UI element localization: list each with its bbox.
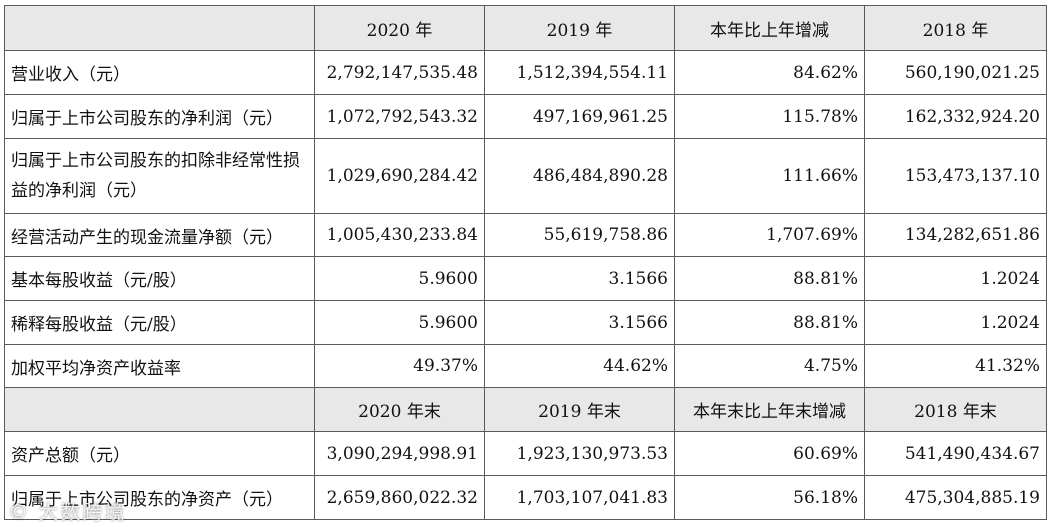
value-2020: 5.9600 — [314, 256, 485, 301]
header-2018-end: 2018 年末 — [864, 387, 1047, 432]
header-2020-end: 2020 年末 — [314, 387, 485, 432]
value-2018: 162,332,924.20 — [864, 94, 1047, 139]
table-header-row: 2020 年 2019 年 本年比上年增减 2018 年 — [4, 5, 1047, 51]
value-2020: 1,072,792,543.32 — [314, 94, 485, 139]
value-2020: 1,005,430,233.84 — [314, 213, 485, 257]
value-2018: 41.32% — [864, 344, 1047, 388]
value-2019: 55,619,758.86 — [484, 213, 675, 257]
table-row: 基本每股收益（元/股） 5.9600 3.1566 88.81% 1.2024 — [4, 256, 1047, 301]
row-label: 归属于上市公司股东的净资产（元） — [4, 475, 315, 520]
table-row: 归属于上市公司股东的净利润（元） 1,072,792,543.32 497,16… — [4, 94, 1047, 139]
table-row: 经营活动产生的现金流量净额（元） 1,005,430,233.84 55,619… — [4, 213, 1047, 257]
value-change: 84.62% — [674, 50, 865, 95]
table-row: 营业收入（元） 2,792,147,535.48 1,512,394,554.1… — [4, 50, 1047, 95]
table-row: 加权平均净资产收益率 49.37% 44.62% 4.75% 41.32% — [4, 344, 1047, 388]
value-2018: 475,304,885.19 — [864, 475, 1047, 520]
table-row: 资产总额（元） 3,090,294,998.91 1,923,130,973.5… — [4, 431, 1047, 476]
table-subheader-row: 2020 年末 2019 年末 本年末比上年末增减 2018 年末 — [4, 387, 1047, 432]
row-label: 基本每股收益（元/股） — [4, 256, 315, 301]
row-label: 资产总额（元） — [4, 431, 315, 476]
value-change: 88.81% — [674, 256, 865, 301]
row-label: 加权平均净资产收益率 — [4, 344, 315, 388]
header-2018: 2018 年 — [864, 5, 1047, 51]
header-corner-cell — [4, 5, 315, 51]
header-2019-end: 2019 年末 — [484, 387, 675, 432]
value-2019: 3.1566 — [484, 256, 675, 301]
value-change: 111.66% — [674, 138, 865, 214]
value-2020: 49.37% — [314, 344, 485, 388]
value-change: 1,707.69% — [674, 213, 865, 257]
value-2019: 486,484,890.28 — [484, 138, 675, 214]
value-2019: 44.62% — [484, 344, 675, 388]
value-2019: 1,703,107,041.83 — [484, 475, 675, 520]
value-2018: 1.2024 — [864, 256, 1047, 301]
value-2019: 1,923,130,973.53 — [484, 431, 675, 476]
value-2020: 1,029,690,284.42 — [314, 138, 485, 214]
header-change: 本年比上年增减 — [674, 5, 865, 51]
value-2018: 1.2024 — [864, 300, 1047, 345]
header-change-end: 本年末比上年末增减 — [674, 387, 865, 432]
subheader-corner-cell — [4, 387, 315, 432]
value-change: 60.69% — [674, 431, 865, 476]
value-change: 56.18% — [674, 475, 865, 520]
row-label: 归属于上市公司股东的扣除非经常性损益的净利润（元） — [4, 138, 315, 214]
value-2018: 134,282,651.86 — [864, 213, 1047, 257]
value-2018: 541,490,434.67 — [864, 431, 1047, 476]
row-label: 稀释每股收益（元/股） — [4, 300, 315, 345]
value-2019: 497,169,961.25 — [484, 94, 675, 139]
value-2020: 3,090,294,998.91 — [314, 431, 485, 476]
value-change: 88.81% — [674, 300, 865, 345]
table-row: 稀释每股收益（元/股） 5.9600 3.1566 88.81% 1.2024 — [4, 300, 1047, 345]
header-2020: 2020 年 — [314, 5, 485, 51]
watermark: © 大数跨境 — [8, 496, 126, 525]
value-2020: 2,792,147,535.48 — [314, 50, 485, 95]
value-2019: 3.1566 — [484, 300, 675, 345]
value-2019: 1,512,394,554.11 — [484, 50, 675, 95]
row-label: 经营活动产生的现金流量净额（元） — [4, 213, 315, 257]
header-2019: 2019 年 — [484, 5, 675, 51]
row-label: 营业收入（元） — [4, 50, 315, 95]
value-2020: 2,659,860,022.32 — [314, 475, 485, 520]
value-2018: 153,473,137.10 — [864, 138, 1047, 214]
table-row: 归属于上市公司股东的扣除非经常性损益的净利润（元） 1,029,690,284.… — [4, 138, 1047, 214]
value-2018: 560,190,021.25 — [864, 50, 1047, 95]
watermark-logo-icon: © — [8, 500, 30, 524]
table-row: 归属于上市公司股东的净资产（元） 2,659,860,022.32 1,703,… — [4, 475, 1047, 520]
row-label: 归属于上市公司股东的净利润（元） — [4, 94, 315, 139]
value-change: 115.78% — [674, 94, 865, 139]
value-change: 4.75% — [674, 344, 865, 388]
financial-summary-table: 2020 年 2019 年 本年比上年增减 2018 年 营业收入（元） 2,7… — [4, 5, 1047, 520]
watermark-text: 大数跨境 — [38, 500, 127, 524]
value-2020: 5.9600 — [314, 300, 485, 345]
